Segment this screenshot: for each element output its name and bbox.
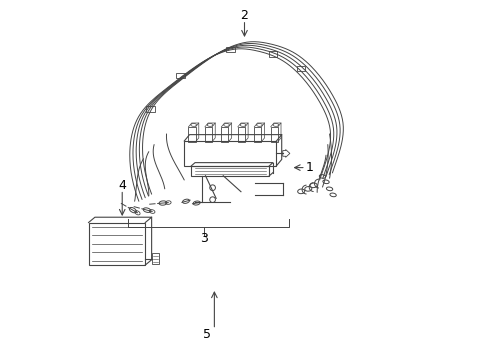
Bar — [270, 127, 277, 142]
Text: 2: 2 — [240, 9, 248, 22]
Bar — [176, 73, 184, 78]
Text: 1: 1 — [305, 161, 313, 174]
Bar — [88, 222, 145, 265]
Text: 3: 3 — [200, 232, 207, 245]
Bar — [221, 127, 228, 142]
Text: 5: 5 — [203, 328, 211, 341]
Bar — [204, 127, 212, 142]
Text: 4: 4 — [118, 179, 126, 192]
Bar — [188, 127, 195, 142]
Bar — [152, 253, 159, 264]
Bar — [268, 51, 277, 57]
Bar — [184, 141, 276, 166]
Bar — [191, 166, 269, 176]
Bar — [237, 127, 244, 142]
Bar — [296, 66, 305, 71]
Bar — [225, 47, 234, 53]
Bar — [254, 127, 261, 142]
Bar — [146, 106, 155, 112]
